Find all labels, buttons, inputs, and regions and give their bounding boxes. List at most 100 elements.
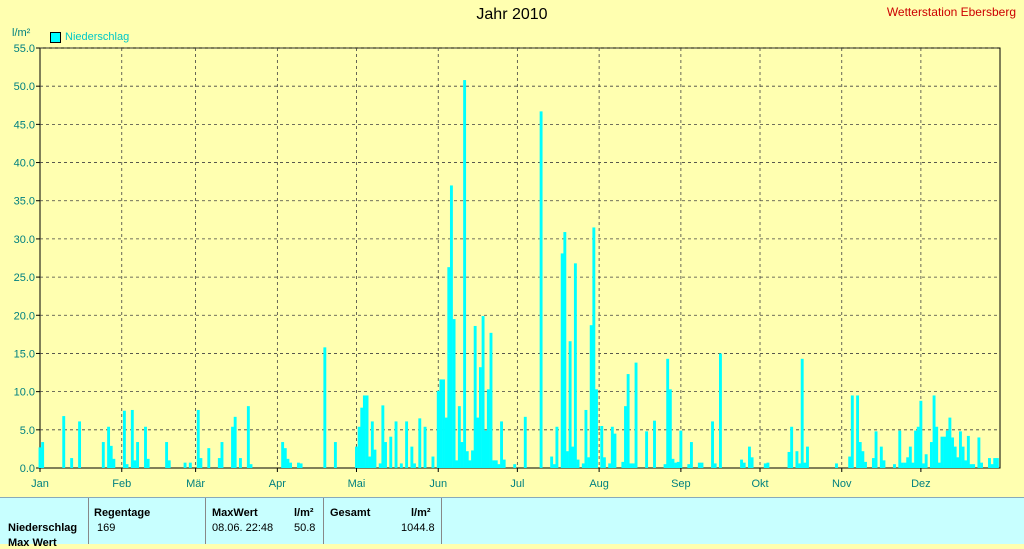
- precip-bar: [389, 436, 393, 468]
- precip-bar: [497, 464, 501, 468]
- precip-bar: [486, 389, 490, 468]
- precip-bar: [961, 446, 965, 468]
- x-tick-label: Apr: [269, 478, 286, 490]
- maxwert-cell: MaxWert l/m² 08.06. 22:48 50.8: [206, 498, 324, 544]
- precip-bar: [790, 426, 794, 468]
- precip-bar: [233, 416, 237, 468]
- precip-bar: [803, 462, 807, 468]
- precip-bar: [70, 458, 74, 468]
- precip-bar: [835, 463, 838, 468]
- precip-bar: [436, 390, 440, 468]
- precip-bar: [78, 421, 82, 468]
- precip-bar: [922, 463, 925, 468]
- precip-bar: [948, 417, 952, 468]
- precip-bar: [935, 426, 939, 468]
- y-tick-label: 35.0: [14, 196, 35, 208]
- precip-bar: [146, 458, 150, 468]
- precip-bar: [592, 227, 596, 468]
- precip-bar: [914, 430, 918, 468]
- precip-bar: [850, 395, 854, 468]
- precip-bar: [911, 462, 915, 468]
- x-tick-label: Jun: [429, 478, 447, 490]
- precip-bar: [62, 416, 66, 468]
- precip-bar: [748, 446, 751, 468]
- y-tick-label: 15.0: [14, 348, 35, 360]
- precip-bar: [977, 437, 981, 468]
- precip-bar: [492, 460, 496, 468]
- precip-bar: [600, 426, 604, 468]
- precip-bar: [423, 426, 427, 468]
- precip-bar: [964, 460, 968, 468]
- precip-bar: [220, 442, 224, 468]
- precip-bar: [671, 458, 675, 468]
- precip-bar: [323, 347, 327, 468]
- precip-bar: [560, 253, 564, 468]
- precip-bar: [956, 457, 960, 468]
- gesamt-unit-header: l/m²: [411, 507, 431, 519]
- precip-bar: [539, 111, 543, 468]
- precip-bar: [568, 341, 572, 468]
- precip-bar: [882, 460, 886, 468]
- precip-bar: [165, 442, 169, 468]
- regentage-value: 169: [97, 522, 116, 534]
- precip-bar: [217, 458, 221, 468]
- y-tick-label: 10.0: [14, 387, 35, 399]
- precip-bar: [581, 463, 585, 468]
- precip-bar: [122, 410, 126, 468]
- precip-bar: [384, 442, 387, 468]
- precip-bar: [848, 456, 852, 468]
- maxwert-value: 50.8: [294, 522, 316, 534]
- precip-bar: [283, 448, 287, 468]
- regentage-cell: Regentage 169: [88, 498, 206, 544]
- precip-bar: [297, 462, 300, 468]
- precip-bar: [289, 462, 292, 468]
- precip-bar: [951, 437, 954, 468]
- precip-bar: [697, 462, 701, 468]
- precip-bar: [410, 446, 414, 468]
- precip-bar: [908, 446, 912, 468]
- precip-bar: [399, 463, 403, 468]
- precip-bar: [903, 462, 907, 468]
- precip-bar: [489, 332, 493, 468]
- precip-bar: [362, 395, 366, 468]
- precip-bar: [766, 462, 770, 468]
- precip-bar: [666, 358, 670, 468]
- precip-bar: [468, 460, 472, 468]
- precip-bar: [550, 456, 554, 468]
- precip-bar: [750, 457, 754, 468]
- precip-bar: [281, 442, 285, 468]
- precip-bar: [286, 458, 290, 468]
- precip-bar: [861, 451, 865, 468]
- precip-bar: [484, 430, 488, 468]
- precip-bar: [502, 459, 506, 468]
- precip-bar: [676, 461, 680, 468]
- precip-bar: [795, 451, 799, 468]
- precip-bar: [144, 426, 147, 468]
- precip-bar: [919, 400, 923, 468]
- precip-bar: [368, 456, 372, 468]
- precip-bar: [439, 379, 443, 468]
- precip-bar: [674, 462, 678, 468]
- precip-bar: [874, 431, 878, 468]
- precip-bar: [945, 430, 949, 468]
- precip-bar: [893, 464, 896, 468]
- x-tick-label: Mär: [186, 478, 205, 490]
- precip-bar: [373, 449, 377, 468]
- precip-bar: [879, 446, 883, 468]
- precip-bar: [900, 462, 904, 468]
- gesamt-value: 1044.8: [401, 522, 435, 534]
- precip-bar: [806, 446, 809, 468]
- precip-bar: [711, 421, 714, 468]
- precip-bar: [365, 395, 369, 468]
- precip-bar: [449, 185, 453, 469]
- precip-bar: [631, 463, 635, 468]
- precip-bar: [718, 353, 722, 468]
- precip-bar: [595, 389, 598, 468]
- y-tick-label: 55.0: [14, 43, 35, 55]
- precip-bar: [563, 232, 567, 468]
- x-tick-label: Sep: [671, 478, 691, 490]
- precip-bar: [940, 436, 944, 468]
- precip-bar: [136, 442, 140, 468]
- precip-bar: [523, 416, 527, 468]
- precip-bar: [378, 463, 382, 468]
